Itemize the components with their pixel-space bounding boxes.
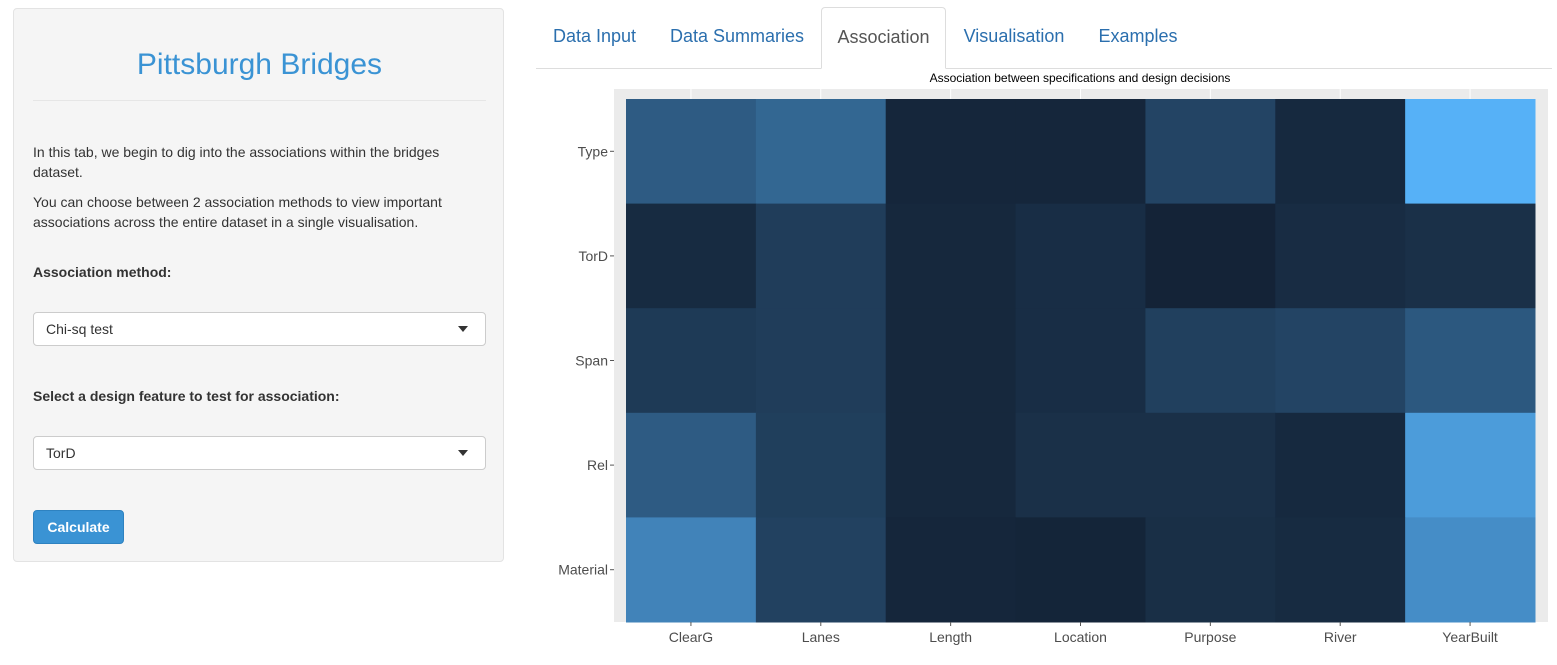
heatmap-tile <box>1145 517 1276 623</box>
x-tick-label: Length <box>929 629 972 645</box>
heatmap-tile <box>885 308 1017 414</box>
y-axis: Type TorD Span Rel Material <box>558 143 614 578</box>
heatmap-tile <box>626 203 757 309</box>
design-feature-label: Select a design feature to test for asso… <box>33 388 340 404</box>
heatmap-tile <box>755 308 887 414</box>
association-chart: Association between specifications and d… <box>536 68 1552 660</box>
heatmap-tile <box>755 99 887 205</box>
heatmap-tile <box>1015 517 1146 623</box>
x-tick-label: ClearG <box>669 629 713 645</box>
y-tick-label: TorD <box>578 248 608 264</box>
heatmap-tile <box>1015 99 1146 205</box>
heatmap-tile <box>755 412 887 518</box>
design-feature-select[interactable]: TorD <box>33 436 486 470</box>
heatmap-tile <box>1015 203 1146 309</box>
heatmap-tile <box>626 99 757 205</box>
heatmap-tile <box>1145 412 1276 518</box>
x-tick-label: Purpose <box>1184 629 1236 645</box>
heatmap-tile <box>1405 517 1536 623</box>
heatmap-tile <box>1275 99 1406 205</box>
heatmap-tile <box>626 308 757 414</box>
sidebar-panel: Pittsburgh Bridges In this tab, we begin… <box>13 8 504 562</box>
association-method-select[interactable]: Chi-sq test <box>33 312 486 346</box>
heatmap-tile <box>1405 99 1536 205</box>
x-axis: ClearG Lanes Length Location Purpose River Yea… <box>669 622 1498 645</box>
association-method-label: Association method: <box>33 264 172 280</box>
heatmap-tile <box>1015 308 1146 414</box>
heatmap-tile <box>626 517 757 623</box>
heatmap-tile <box>1145 99 1276 205</box>
y-tick-label: Span <box>575 353 608 369</box>
heatmap-tile <box>885 412 1017 518</box>
heatmap-tiles <box>626 99 1536 623</box>
heatmap-tile <box>1145 203 1276 309</box>
y-tick-label: Rel <box>587 457 608 473</box>
tab-examples[interactable]: Examples <box>1098 26 1178 46</box>
heatmap-tile <box>1275 308 1406 414</box>
intro-paragraph-1: In this tab, we begin to dig into the as… <box>33 144 440 180</box>
x-tick-label: River <box>1324 629 1357 645</box>
tab-data-input[interactable]: Data Input <box>552 26 637 46</box>
x-tick-label: Location <box>1054 629 1107 645</box>
heatmap-tile <box>885 203 1017 309</box>
heatmap-tile <box>1275 517 1406 623</box>
design-feature-value: TorD <box>46 445 76 461</box>
x-tick-label: Lanes <box>802 629 840 645</box>
x-tick-label: YearBuilt <box>1442 629 1498 645</box>
app-title: Pittsburgh Bridges <box>136 48 383 81</box>
heatmap-tile <box>885 517 1017 623</box>
heatmap-tile <box>1145 308 1276 414</box>
heatmap-tile <box>755 517 887 623</box>
chart-title: Association between specifications and d… <box>930 71 1231 85</box>
heatmap-tile <box>1275 203 1406 309</box>
calculate-button[interactable]: Calculate <box>33 510 124 544</box>
heatmap-tile <box>1405 308 1536 414</box>
chevron-down-icon <box>458 326 468 332</box>
heatmap-tile <box>1405 412 1536 518</box>
y-tick-label: Type <box>578 143 609 159</box>
heatmap-tile <box>1015 412 1146 518</box>
heatmap-tile <box>755 203 887 309</box>
heatmap-tile <box>1405 203 1536 309</box>
tab-association[interactable]: Association <box>821 7 946 69</box>
tab-visualisation[interactable]: Visualisation <box>963 26 1065 46</box>
heatmap-tile <box>1275 412 1406 518</box>
tab-bar: Data Input Data Summaries Association Vi… <box>536 7 1552 69</box>
heatmap-svg: Association between specifications and d… <box>558 71 1548 645</box>
y-tick-label: Material <box>558 562 608 578</box>
heatmap-tile <box>626 412 757 518</box>
title-divider <box>33 100 486 101</box>
tab-data-summaries[interactable]: Data Summaries <box>669 26 805 46</box>
chevron-down-icon <box>458 450 468 456</box>
heatmap-tile <box>885 99 1017 205</box>
intro-paragraph-2: You can choose between 2 association met… <box>33 194 442 230</box>
association-method-value: Chi-sq test <box>46 321 113 337</box>
